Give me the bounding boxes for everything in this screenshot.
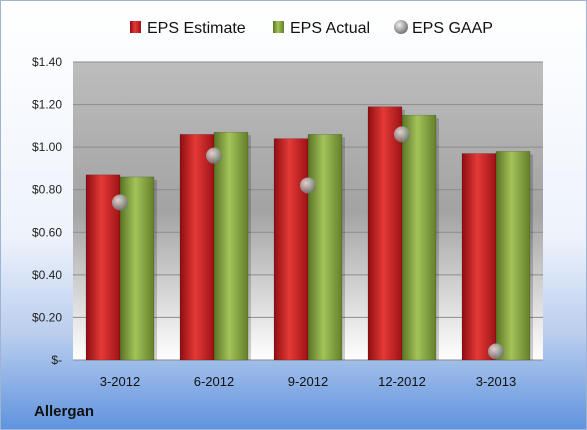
legend-swatch bbox=[273, 21, 284, 33]
y-tick-label: $0.20 bbox=[32, 310, 62, 324]
eps-estimate-bar bbox=[461, 153, 499, 361]
x-tick-label: 6-2012 bbox=[194, 374, 234, 389]
y-tick-label: $1.00 bbox=[32, 140, 62, 154]
eps-gaap-marker bbox=[112, 194, 128, 211]
legend: EPS Estimate EPS Actual EPS GAAP bbox=[130, 20, 493, 37]
eps-actual-bar bbox=[307, 134, 345, 361]
eps-estimate-bar bbox=[367, 106, 405, 361]
eps-estimate-bar bbox=[179, 134, 217, 361]
legend-item: EPS GAAP bbox=[394, 20, 493, 37]
eps-actual-bar bbox=[495, 151, 533, 361]
legend-label: EPS Estimate bbox=[147, 20, 246, 37]
gaap-markers bbox=[112, 126, 504, 360]
legend-item: EPS Actual bbox=[273, 20, 370, 37]
x-tick-label: 3-2012 bbox=[100, 374, 140, 389]
x-axis-ticks: 3-2012 6-2012 9-2012 12-2012 3-2013 bbox=[100, 374, 516, 389]
y-axis-ticks: $- $0.20 $0.40 $0.60 $0.80 $1.00 $1.20 $1.40 bbox=[32, 55, 62, 367]
legend-item: EPS Estimate bbox=[130, 20, 246, 37]
y-tick-label: $1.40 bbox=[32, 55, 62, 69]
x-tick-label: 12-2012 bbox=[378, 374, 426, 389]
y-tick-label: $- bbox=[51, 353, 62, 367]
eps-actual-bar bbox=[401, 114, 439, 361]
eps-actual-bar bbox=[213, 131, 251, 361]
legend-label: EPS GAAP bbox=[412, 20, 493, 37]
legend-swatch bbox=[394, 20, 408, 34]
y-tick-label: $1.20 bbox=[32, 98, 62, 112]
eps-gaap-marker bbox=[394, 126, 410, 143]
legend-swatch bbox=[130, 21, 141, 33]
x-tick-label: 3-2013 bbox=[476, 374, 516, 389]
eps-estimate-bar bbox=[273, 138, 311, 361]
eps-gaap-marker bbox=[206, 147, 222, 164]
company-label: Allergan bbox=[34, 403, 94, 420]
y-tick-label: $0.40 bbox=[32, 268, 62, 282]
x-tick-label: 9-2012 bbox=[288, 374, 328, 389]
eps-gaap-marker bbox=[300, 177, 316, 194]
eps-gaap-marker bbox=[488, 343, 504, 360]
legend-label: EPS Actual bbox=[290, 20, 370, 37]
y-tick-label: $0.60 bbox=[32, 225, 62, 239]
y-tick-label: $0.80 bbox=[32, 183, 62, 197]
eps-actual-bar bbox=[119, 176, 157, 361]
